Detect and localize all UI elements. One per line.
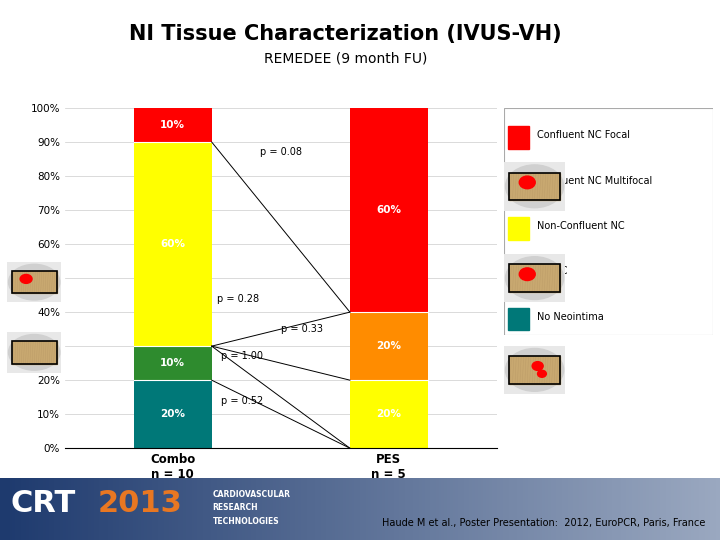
Bar xyxy=(12,271,57,294)
Text: CRT: CRT xyxy=(11,489,76,518)
Bar xyxy=(509,265,560,292)
Text: RESEARCH: RESEARCH xyxy=(212,503,258,512)
Bar xyxy=(12,341,57,364)
Bar xyxy=(134,380,212,448)
Circle shape xyxy=(519,268,535,280)
Text: 20%: 20% xyxy=(161,409,185,419)
Text: Confluent NC Focal: Confluent NC Focal xyxy=(537,130,631,140)
Text: Non-Confluent NC: Non-Confluent NC xyxy=(537,221,625,231)
Bar xyxy=(509,356,560,383)
Ellipse shape xyxy=(505,165,564,208)
Text: No NC: No NC xyxy=(537,266,568,276)
Bar xyxy=(508,262,529,285)
Bar xyxy=(134,142,212,346)
Bar xyxy=(509,265,560,292)
Bar xyxy=(12,271,57,294)
Text: p = 0.52: p = 0.52 xyxy=(221,396,263,406)
Text: 60%: 60% xyxy=(161,239,185,249)
Text: p = 0.08: p = 0.08 xyxy=(260,147,302,157)
Bar xyxy=(509,356,560,383)
Text: 2013: 2013 xyxy=(97,489,182,518)
Bar xyxy=(350,380,428,448)
Text: p = 0.33: p = 0.33 xyxy=(282,324,323,334)
Bar xyxy=(508,217,529,240)
Bar xyxy=(134,346,212,380)
Bar xyxy=(350,108,428,312)
Text: REMEDEE (9 month FU): REMEDEE (9 month FU) xyxy=(264,51,427,65)
Bar xyxy=(509,173,560,200)
Text: 20%: 20% xyxy=(377,341,401,351)
Text: 10%: 10% xyxy=(161,358,185,368)
Text: Haude M et al., Poster Presentation:  2012, EuroPCR, Paris, France: Haude M et al., Poster Presentation: 201… xyxy=(382,518,706,528)
Text: 20%: 20% xyxy=(377,409,401,419)
Bar xyxy=(509,173,560,200)
Text: 60%: 60% xyxy=(377,205,401,215)
Circle shape xyxy=(532,362,543,370)
Ellipse shape xyxy=(505,256,564,300)
Bar xyxy=(350,312,428,380)
Ellipse shape xyxy=(9,334,60,370)
Bar xyxy=(134,108,212,142)
Text: CARDIOVASCULAR: CARDIOVASCULAR xyxy=(212,490,290,498)
Text: TECHNOLOGIES: TECHNOLOGIES xyxy=(212,517,279,526)
Text: p = 1.00: p = 1.00 xyxy=(221,352,263,361)
Ellipse shape xyxy=(9,264,60,300)
Text: 10%: 10% xyxy=(161,120,185,130)
X-axis label: Stent Type: Stent Type xyxy=(243,487,318,500)
Ellipse shape xyxy=(505,348,564,392)
Bar xyxy=(508,126,529,149)
Circle shape xyxy=(538,370,546,377)
Text: No Neointima: No Neointima xyxy=(537,312,604,322)
Bar xyxy=(508,308,529,330)
Circle shape xyxy=(20,274,32,284)
Text: NI Tissue Characterization (IVUS-VH): NI Tissue Characterization (IVUS-VH) xyxy=(130,24,562,44)
Circle shape xyxy=(519,176,535,189)
Text: p = 0.28: p = 0.28 xyxy=(217,294,258,303)
Text: Confluent NC Multifocal: Confluent NC Multifocal xyxy=(537,176,652,186)
Bar xyxy=(12,341,57,364)
Bar xyxy=(508,172,529,194)
